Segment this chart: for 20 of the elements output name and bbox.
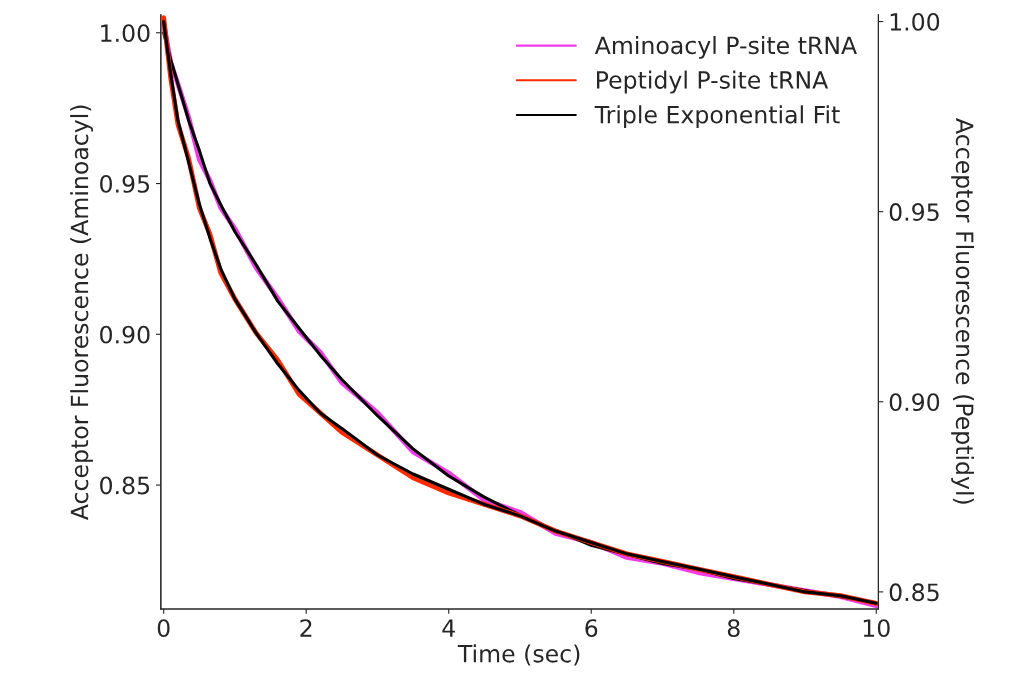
- y2-tick-label: 1.00: [890, 12, 940, 31]
- y2-tick-label: 0.90: [889, 393, 940, 412]
- y-tick-label: 0.95: [100, 175, 150, 193]
- y-axis-title: Acceptor Fluorescence (Aminoacyl): [70, 105, 93, 521]
- y2-tick-label: 0.85: [889, 583, 939, 602]
- x-tick-label: 2: [300, 619, 312, 637]
- x-axis-title: Time (sec): [457, 644, 580, 666]
- y-tick-label: 1.00: [101, 24, 150, 43]
- legend-label: Peptidyl P-site tRNA: [597, 70, 829, 94]
- x-tick-label: 4: [442, 619, 455, 637]
- legend-label: Aminoacyl P-site tRNA: [594, 35, 857, 59]
- x-tick-label: 8: [727, 619, 740, 637]
- x-tick-label: 0: [157, 619, 170, 637]
- x-tick-label: 10: [863, 619, 890, 637]
- y-tick-label: 0.90: [100, 325, 150, 344]
- x-tick-label: 6: [585, 619, 598, 637]
- y2-axis-title: Acceptor Fluorescence (Peptidyl): [951, 118, 975, 504]
- legend-label: Triple Exponential Fit: [594, 105, 840, 129]
- y2-tick-label: 0.95: [889, 203, 939, 221]
- y-tick-label: 0.85: [100, 476, 150, 495]
